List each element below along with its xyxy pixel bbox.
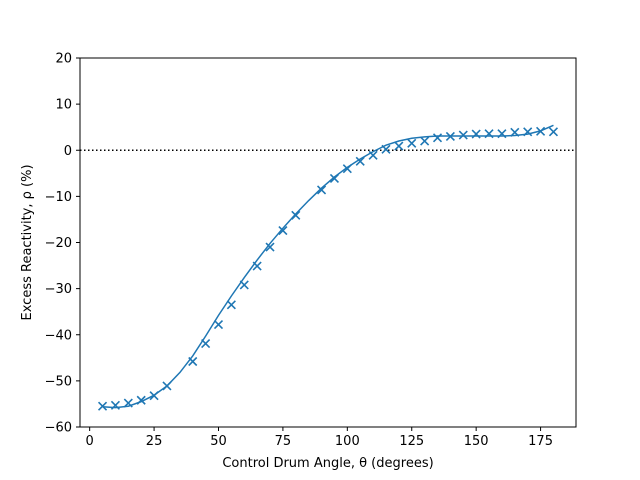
data-point [471, 129, 481, 139]
data-point [123, 398, 133, 408]
y-tick-label: −50 [45, 374, 72, 389]
data-point [136, 395, 146, 405]
data-point [394, 141, 404, 151]
data-point-marker [162, 381, 172, 391]
x-tick-label: 100 [335, 434, 360, 449]
data-point [201, 338, 211, 349]
data-point [484, 129, 494, 139]
data-point-marker [252, 261, 262, 271]
data-point [329, 173, 340, 183]
data-point [97, 401, 108, 411]
y-axis-label: Excess Reactivity, ρ (%) [20, 164, 35, 320]
data-point [239, 280, 249, 290]
data-point [523, 127, 533, 137]
data-point-marker [226, 300, 236, 310]
data-point [213, 320, 224, 330]
data-point-marker [394, 141, 404, 151]
data-point [368, 150, 378, 160]
data-point-marker [136, 395, 146, 405]
data-point-marker [149, 391, 159, 401]
data-point-marker [342, 164, 352, 174]
data-point-marker [381, 144, 391, 154]
data-point [265, 242, 275, 252]
data-point [548, 127, 559, 137]
data-point [188, 356, 198, 367]
y-tick-label: 0 [64, 144, 72, 159]
data-point [110, 400, 120, 410]
plot-area [80, 124, 576, 411]
data-point [407, 138, 417, 148]
x-tick-label: 125 [399, 434, 424, 449]
data-point [510, 127, 520, 137]
data-point-marker [201, 338, 211, 349]
x-tick-label: 150 [464, 434, 489, 449]
data-point-marker [407, 138, 417, 148]
y-axis: −60 −50 −40 −30 −20 −10 0 10 20 [45, 52, 80, 436]
data-point-marker [239, 280, 249, 290]
data-point-marker [213, 320, 224, 330]
data-point-marker [471, 129, 481, 139]
data-point [278, 225, 288, 236]
data-point-marker [368, 150, 378, 160]
y-tick-label: −40 [45, 328, 72, 343]
data-point-marker [291, 210, 301, 220]
data-point [316, 185, 327, 195]
data-point [355, 156, 365, 166]
data-point-marker [420, 136, 430, 146]
data-point-marker [484, 129, 494, 139]
y-tick-label: 20 [55, 52, 72, 67]
data-point-marker [458, 130, 468, 140]
data-point-marker [510, 127, 520, 137]
x-axis-label: Control Drum Angle, θ (degrees) [222, 456, 433, 471]
x-tick-label: 50 [210, 434, 227, 449]
data-point [445, 131, 455, 141]
data-point [536, 126, 546, 136]
data-point [252, 261, 262, 271]
data-point-marker [445, 131, 455, 141]
data-point-marker [123, 398, 133, 408]
data-point-marker [355, 156, 365, 166]
data-point-marker [329, 173, 340, 183]
data-point-marker [523, 127, 533, 137]
x-tick-label: 0 [86, 434, 94, 449]
data-point-marker [548, 127, 559, 137]
y-tick-label: 10 [55, 98, 72, 113]
data-point-marker [97, 401, 108, 411]
data-point [497, 129, 507, 139]
x-tick-label: 25 [146, 434, 163, 449]
x-tick-label: 75 [275, 434, 292, 449]
y-tick-label: −10 [45, 190, 72, 205]
data-point-marker [188, 356, 198, 367]
y-tick-label: −20 [45, 236, 72, 251]
data-point-marker [316, 185, 327, 195]
data-point-marker [432, 133, 443, 143]
data-point [420, 136, 430, 146]
x-tick-label: 175 [528, 434, 553, 449]
data-point [342, 164, 352, 174]
data-point [381, 144, 391, 154]
data-point [458, 130, 468, 140]
y-tick-label: −60 [45, 421, 72, 436]
data-point [226, 300, 236, 310]
data-point-marker [497, 129, 507, 139]
x-axis: 0 25 50 75 100 125 150 175 [86, 427, 553, 449]
data-point [291, 210, 301, 220]
data-point [149, 391, 159, 401]
data-point [162, 381, 172, 391]
data-point-marker [110, 400, 120, 410]
y-tick-label: −30 [45, 282, 72, 297]
data-point [432, 133, 443, 143]
data-point-marker [278, 225, 288, 236]
data-point-marker [265, 242, 275, 252]
data-point-marker [536, 126, 546, 136]
